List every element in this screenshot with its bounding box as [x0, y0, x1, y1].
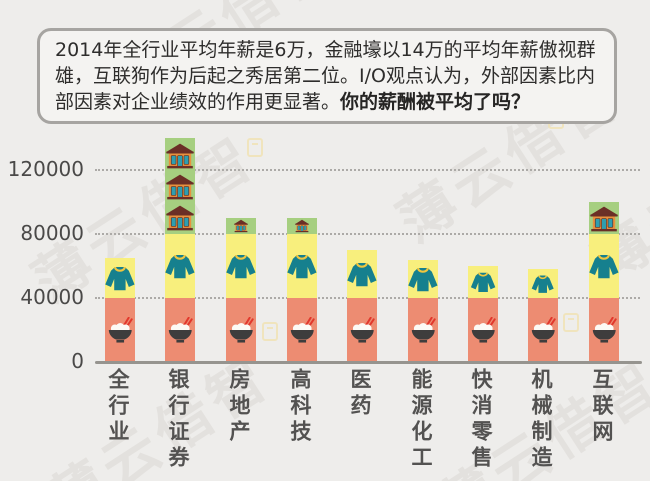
bar-segment-clothing: [105, 258, 135, 299]
rice-bowl-icon: [168, 317, 193, 343]
bar-segment-housing: [589, 202, 619, 235]
sweater-icon: [532, 275, 554, 293]
category-label: 快消零售: [469, 368, 493, 472]
bar-segment-clothing: [165, 234, 195, 299]
sweater-icon: [105, 266, 135, 291]
category-label: 能源化工: [409, 368, 433, 472]
house-icon: [294, 220, 310, 233]
y-axis-tick-label: 80000: [20, 221, 84, 246]
category-label: 互联网: [590, 368, 614, 446]
rice-bowl-icon: [411, 317, 436, 343]
bar-segment-clothing: [589, 234, 619, 299]
bar-segment-clothing: [528, 269, 558, 299]
category-label: 全行业: [106, 368, 130, 446]
x-axis-line: [95, 361, 642, 364]
bar-segment-food: [468, 298, 498, 362]
bar-segment-clothing: [287, 234, 317, 299]
sweater-icon: [165, 254, 195, 279]
bar-segment-clothing: [226, 234, 256, 299]
sweater-icon: [470, 272, 496, 293]
y-axis-tick-label: 120000: [7, 157, 84, 182]
rice-bowl-icon: [229, 317, 254, 343]
gridline: [95, 233, 640, 236]
intro-text: 2014年全行业平均年薪是6万，金融壕以14万的平均年薪傲视群雄，互联狗作为后起…: [55, 39, 596, 113]
sweater-icon: [287, 254, 317, 279]
category-label: 银行证券: [166, 368, 190, 472]
house-icon: [165, 174, 195, 200]
bar-segment-clothing: [347, 250, 377, 299]
bar-segment-food: [528, 298, 558, 362]
bar-segment-food: [105, 298, 135, 362]
intro-box: 2014年全行业平均年薪是6万，金融壕以14万的平均年薪傲视群雄，互联狗作为后起…: [37, 28, 617, 124]
category-label: 医药: [348, 368, 372, 420]
house-icon: [165, 205, 195, 231]
y-axis-tick-label: 0: [71, 349, 84, 373]
category-label: 高科技: [288, 368, 312, 446]
bar-segment-food: [226, 298, 256, 362]
bar-segment-housing: [287, 218, 317, 235]
rice-bowl-icon: [290, 317, 315, 343]
sweater-icon: [589, 254, 619, 279]
house-icon: [589, 206, 619, 231]
sweater-icon: [226, 254, 256, 279]
category-label: 机械制造: [529, 368, 553, 472]
y-axis-tick-label: 40000: [20, 285, 84, 310]
bar-segment-food: [165, 298, 195, 362]
bar-segment-food: [408, 298, 438, 362]
gridline: [95, 169, 640, 172]
rice-bowl-icon: [108, 317, 133, 343]
bar-segment-clothing: [468, 266, 498, 299]
house-icon: [233, 220, 249, 233]
bar-segment-food: [287, 298, 317, 362]
rice-bowl-icon: [592, 317, 617, 343]
bar-segment-housing: [226, 218, 256, 235]
house-icon: [165, 143, 195, 168]
bar-segment-food: [589, 298, 619, 362]
sweater-icon: [347, 262, 377, 287]
rice-bowl-icon: [471, 317, 496, 343]
bar-segment-housing: [165, 138, 195, 235]
intro-question: 你的薪酬被平均了吗？: [340, 91, 531, 113]
rice-bowl-icon: [350, 317, 375, 343]
sweater-icon: [408, 267, 438, 292]
rice-bowl-icon: [531, 317, 556, 343]
bar-segment-clothing: [408, 259, 438, 299]
bar-segment-food: [347, 298, 377, 362]
category-label: 房地产: [227, 368, 251, 446]
